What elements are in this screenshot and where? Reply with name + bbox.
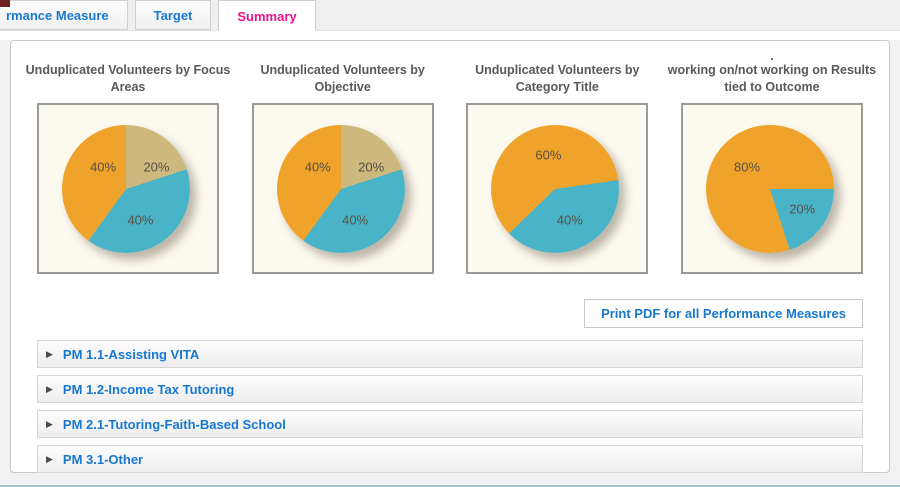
pie-slice-label: 80%	[734, 159, 761, 175]
tab-bar: rmance Measure Target Summary	[0, 0, 900, 31]
accordion-row-pm-2-1[interactable]: ▶ PM 2.1-Tutoring-Faith-Based School	[37, 410, 863, 438]
pie-chart-objective: 20% 40% 40%	[251, 103, 434, 274]
accordion-row-label: PM 2.1-Tutoring-Faith-Based School	[62, 416, 286, 432]
pie-slice-label: 20%	[143, 159, 170, 175]
pie	[491, 124, 620, 253]
chart-title: Unduplicated Volunteers by Category Titl…	[446, 53, 668, 103]
chart-title-clipped-line	[446, 53, 668, 62]
page-bottom-divider	[0, 485, 900, 487]
pie	[276, 124, 405, 253]
chart-title: Unduplicated Volunteers by Objective	[232, 53, 454, 103]
accordion-row-pm-1-1[interactable]: ▶ PM 1.1-Assisting VITA	[37, 340, 863, 368]
chart-col-focus-areas: Unduplicated Volunteers by Focus Areas 2…	[26, 53, 230, 274]
chart-title-clipped-line	[232, 53, 454, 62]
tab-performance-measure[interactable]: rmance Measure	[0, 0, 128, 30]
clipped-corner-artifact	[0, 0, 10, 7]
pie-slice-label: 40%	[342, 212, 369, 228]
accordion-row-pm-1-2[interactable]: ▶ PM 1.2-Income Tax Tutoring	[37, 375, 863, 403]
pm-accordion: ▶ PM 1.1-Assisting VITA ▶ PM 1.2-Income …	[11, 328, 889, 473]
chart-title-clipped-line: .	[770, 53, 774, 62]
chevron-right-icon: ▶	[46, 453, 53, 464]
pie-slice-label: 40%	[90, 159, 117, 175]
chevron-right-icon: ▶	[46, 348, 53, 359]
accordion-row-label: PM 1.2-Income Tax Tutoring	[62, 381, 235, 397]
chart-title-clipped-line	[17, 53, 239, 62]
chart-title: Unduplicated Volunteers by Focus Areas	[17, 53, 239, 103]
chart-col-objective: Unduplicated Volunteers by Objective 20%…	[251, 53, 434, 274]
print-pdf-button[interactable]: Print PDF for all Performance Measures	[584, 299, 863, 328]
tab-content-gap	[0, 31, 900, 40]
pie	[62, 124, 190, 253]
tab-summary[interactable]: Summary	[218, 0, 316, 31]
pie-slice-label: 60%	[535, 147, 562, 163]
pie-slice-label: 20%	[358, 159, 385, 175]
accordion-row-label: PM 1.1-Assisting VITA	[62, 346, 200, 362]
actions-row: Print PDF for all Performance Measures	[11, 274, 889, 328]
pie-slice-label: 40%	[556, 212, 583, 228]
chart-title-text: Unduplicated Volunteers by Objective	[260, 63, 425, 94]
charts-row: Unduplicated Volunteers by Focus Areas 2…	[11, 41, 889, 274]
pie-slice-label: 20%	[789, 201, 816, 217]
tab-target[interactable]: Target	[134, 0, 212, 30]
pie-chart-focus-areas: 20% 40% 40%	[37, 103, 219, 274]
pie-chart-category-title: 40% 60%	[466, 103, 649, 274]
pie	[705, 124, 834, 253]
pie-slice-label: 40%	[304, 159, 331, 175]
pie-slice-label: 40%	[127, 212, 154, 228]
chart-col-category-title: Unduplicated Volunteers by Category Titl…	[466, 53, 649, 274]
chart-title: . working on/not working on Results tied…	[661, 53, 883, 103]
chart-title-text: working on/not working on Results tied t…	[667, 63, 877, 94]
chevron-right-icon: ▶	[46, 418, 53, 429]
chart-title-text: Unduplicated Volunteers by Category Titl…	[475, 63, 640, 94]
accordion-row-label: PM 3.1-Other	[62, 451, 144, 467]
summary-panel: Unduplicated Volunteers by Focus Areas 2…	[10, 40, 890, 473]
chart-col-results-outcome: . working on/not working on Results tied…	[668, 53, 876, 274]
accordion-row-pm-3-1[interactable]: ▶ PM 3.1-Other	[37, 445, 863, 473]
chevron-right-icon: ▶	[46, 383, 53, 394]
pie-chart-results-outcome: 20% 80%	[680, 103, 863, 274]
chart-title-text: Unduplicated Volunteers by Focus Areas	[25, 63, 231, 94]
